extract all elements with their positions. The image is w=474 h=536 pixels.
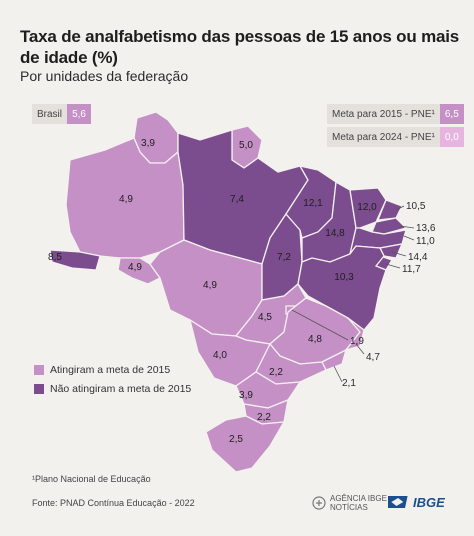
meta-2015-value: 6,5: [439, 104, 464, 124]
state-rs: [205, 415, 286, 473]
page-subtitle: Por unidades da federação: [20, 68, 189, 84]
agencia-ibge-logo: AGÊNCIA IBGE NOTÍCIAS: [312, 494, 387, 512]
value-al: 14,4: [408, 252, 428, 263]
value-pb: 13,6: [416, 223, 436, 234]
state-ro: [117, 257, 161, 285]
state-pb: [371, 217, 408, 235]
value-df: 1,9: [350, 336, 364, 347]
meta-2015-indicator: Meta para 2015 - PNE¹ 6,5: [327, 104, 464, 124]
value-pi: 14,8: [325, 228, 345, 239]
state-ba: [297, 245, 387, 331]
value-es: 4,7: [366, 352, 380, 363]
value-to: 7,2: [277, 252, 291, 263]
state-es: [344, 317, 365, 352]
meta-2024-label: Meta para 2024 - PNE¹: [327, 127, 440, 147]
value-ro: 4,9: [128, 262, 142, 273]
value-se: 11,7: [402, 264, 421, 275]
ibge-logo-icon: [388, 496, 408, 508]
value-ba: 10,3: [334, 272, 354, 283]
legend-met-swatch: [34, 365, 44, 375]
brasil-indicator: Brasil 5,6: [32, 104, 92, 124]
legend-met-label: Atingiram a meta de 2015: [50, 364, 171, 376]
legend-not-met: Não atingiram a meta de 2015: [34, 383, 191, 395]
value-am: 4,9: [119, 194, 133, 205]
value-rj: 2,1: [342, 378, 356, 389]
ibge-logo: IBGE: [388, 494, 445, 510]
value-pe: 11,0: [416, 236, 435, 247]
ibge-logo-text: IBGE: [413, 494, 445, 510]
page-title: Taxa de analfabetismo das pessoas de 15 …: [20, 27, 460, 67]
value-sc: 2,2: [257, 412, 271, 423]
leader-lines: [291, 205, 415, 383]
brasil-label: Brasil: [32, 104, 68, 124]
legend-not-met-label: Não atingiram a meta de 2015: [50, 383, 192, 395]
value-ce: 12,0: [357, 202, 377, 213]
value-mt: 4,9: [203, 280, 217, 291]
value-ms: 4,0: [213, 350, 227, 361]
legend-met: Atingiram a meta de 2015: [34, 364, 170, 376]
value-ac: 8,5: [48, 252, 62, 263]
value-sp: 2,2: [269, 367, 283, 378]
source: Fonte: PNAD Contínua Educação - 2022: [32, 498, 195, 508]
meta-2024-value: 0,0: [439, 127, 464, 147]
value-pa: 7,4: [230, 194, 244, 205]
meta-2015-label: Meta para 2015 - PNE¹: [327, 104, 440, 124]
value-rr: 3,9: [141, 138, 155, 149]
state-ac: [49, 249, 101, 271]
footnote: ¹Plano Nacional de Educação: [32, 474, 151, 484]
value-ap: 5,0: [239, 140, 253, 151]
agencia-line1: AGÊNCIA IBGE: [330, 494, 387, 503]
value-pr: 3,9: [239, 390, 253, 401]
value-go: 4,5: [258, 312, 272, 323]
agencia-logo-icon: [312, 496, 326, 510]
legend-not-met-swatch: [34, 384, 44, 394]
value-rs: 2,5: [229, 434, 243, 445]
value-mg: 4,8: [308, 334, 322, 345]
agencia-line2: NOTÍCIAS: [330, 503, 368, 512]
value-rn: 10,5: [406, 201, 426, 212]
brasil-value: 5,6: [67, 104, 92, 124]
meta-2024-indicator: Meta para 2024 - PNE¹ 0,0: [327, 127, 464, 147]
value-ma: 12,1: [303, 198, 323, 209]
